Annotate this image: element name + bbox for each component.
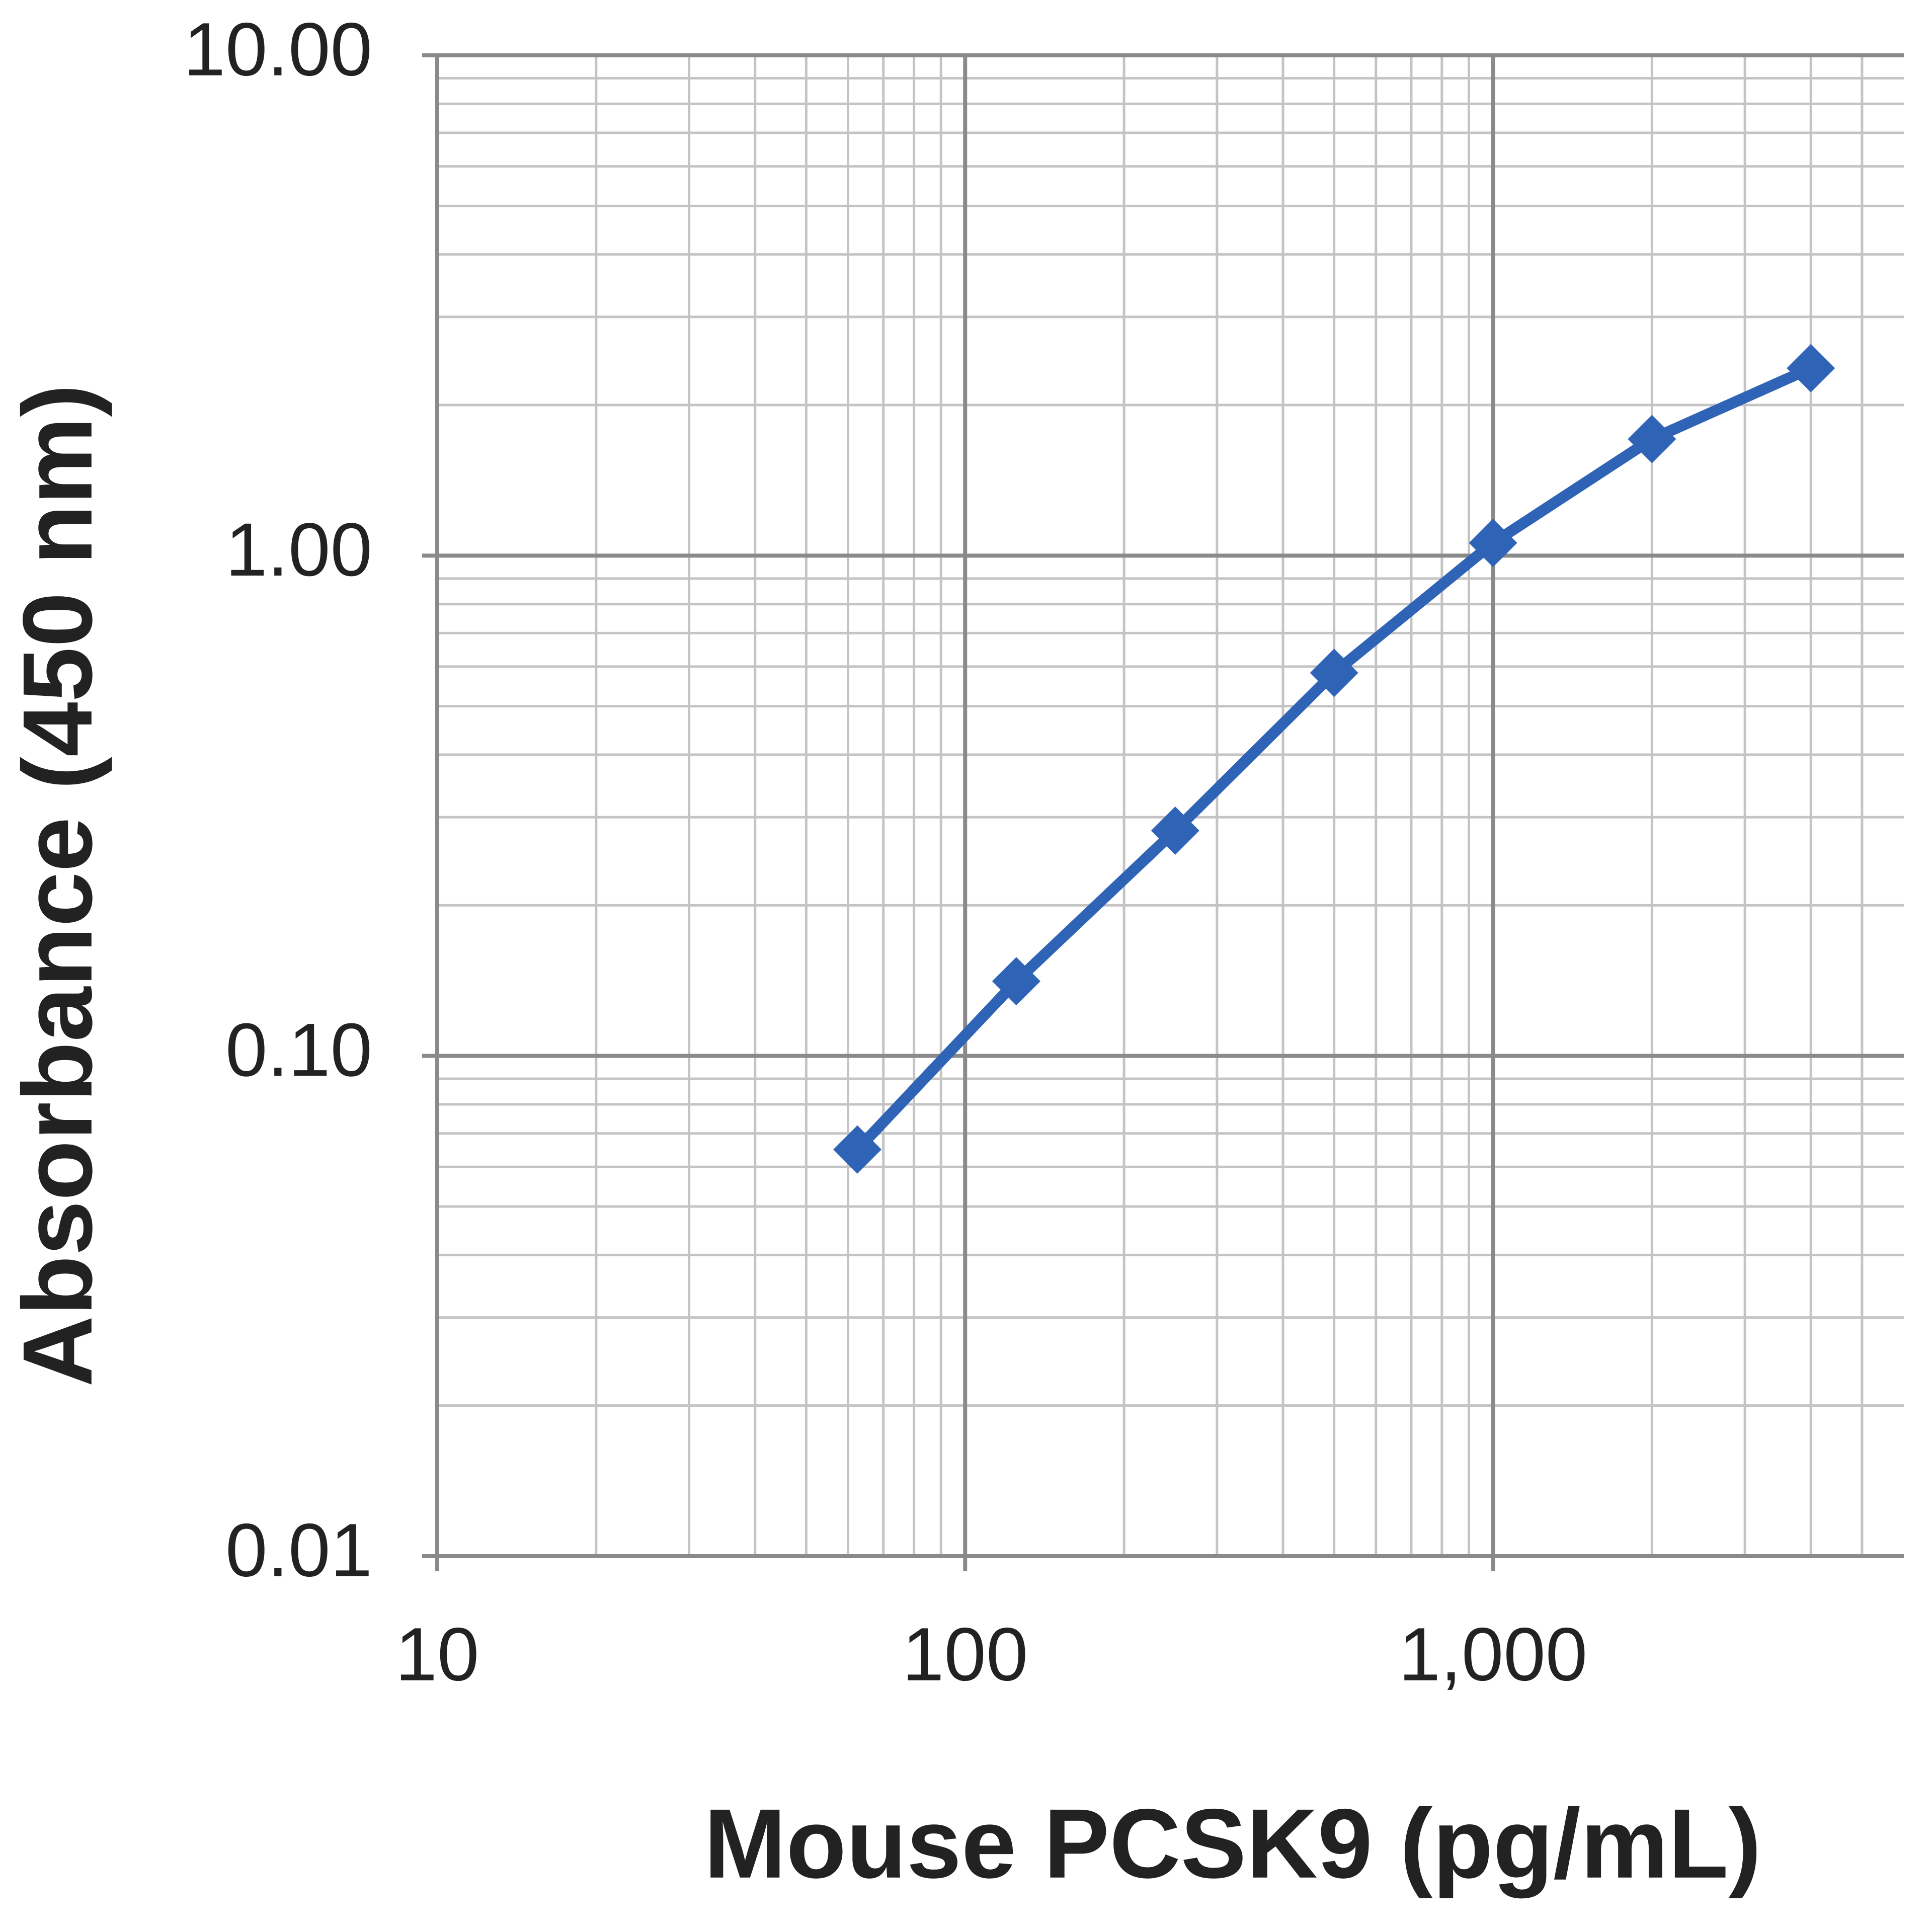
marker — [833, 1125, 882, 1174]
x-tick-label: 1,000 — [1399, 1612, 1587, 1697]
x-tick-label: 100 — [902, 1612, 1028, 1697]
marker — [992, 957, 1040, 1006]
y-tick-label: 10.00 — [184, 7, 372, 92]
y-tick-label: 1.00 — [225, 507, 372, 592]
y-axis-title: Absorbance (450 nm) — [3, 384, 113, 1387]
marker — [1628, 415, 1676, 463]
marker — [1469, 519, 1517, 568]
marker — [1151, 806, 1199, 855]
marker — [1310, 649, 1358, 697]
x-tick-label: 10 — [395, 1612, 479, 1697]
x-axis-title: Mouse PCSK9 (pg/mL) — [704, 1789, 1761, 1899]
y-tick-label: 0.01 — [225, 1508, 372, 1592]
marker — [1787, 344, 1835, 392]
y-tick-label: 0.10 — [225, 1007, 372, 1092]
grid — [422, 53, 1904, 1571]
